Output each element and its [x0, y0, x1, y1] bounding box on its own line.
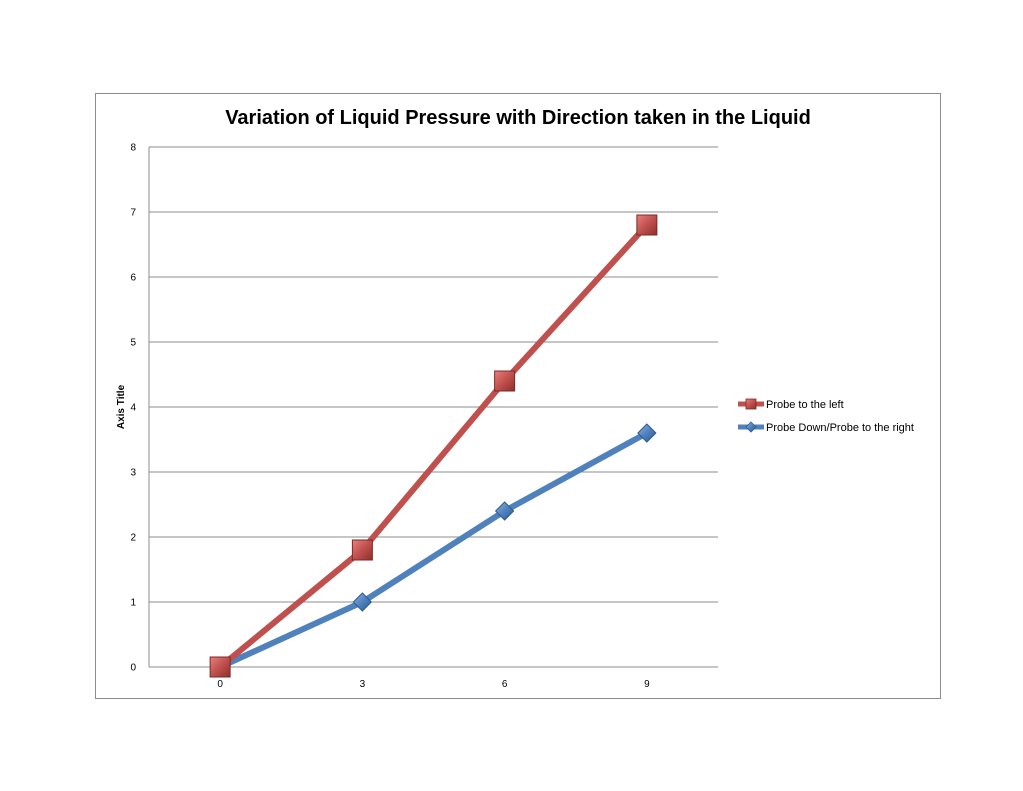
series-line-0: [217, 222, 650, 670]
data-point-0-0: [209, 656, 231, 678]
y-axis-title: Axis Title: [116, 384, 127, 429]
y-tick-label: 0: [130, 663, 136, 674]
legend: Probe to the left Probe Down/Probe to the…: [738, 398, 914, 434]
legend-marker-diamond: [745, 421, 757, 433]
y-tick-label: 8: [130, 143, 136, 154]
y-tick-labels: 0 1 2 3 4 5 6 7 8: [130, 143, 136, 674]
y-tick-label: 5: [130, 338, 136, 349]
y-tick-label: 3: [130, 468, 136, 479]
legend-marker-square: [745, 398, 757, 410]
y-tick-label: 6: [130, 273, 136, 284]
y-tick-label: 2: [130, 533, 136, 544]
series-line-1: [217, 430, 650, 670]
legend-item: Probe to the left: [738, 398, 844, 411]
data-point-0-3: [636, 214, 658, 236]
legend-label: Probe Down/Probe to the right: [766, 422, 914, 434]
y-tick-label: 7: [130, 208, 136, 219]
data-point-1-3: [637, 423, 657, 443]
series-lines: [217, 222, 650, 670]
x-tick-label: 6: [502, 679, 508, 690]
x-tick-label: 3: [360, 679, 366, 690]
x-tick-label: 0: [217, 679, 223, 690]
data-point-0-2: [494, 370, 516, 392]
chart-title: Variation of Liquid Pressure with Direct…: [225, 107, 811, 129]
legend-item: Probe Down/Probe to the right: [738, 421, 914, 434]
data-point-1-1: [352, 592, 373, 612]
series-markers: [209, 214, 658, 678]
legend-label: Probe to the left: [766, 399, 844, 411]
data-point-0-1: [351, 539, 373, 561]
y-tick-label: 1: [130, 598, 136, 609]
y-tick-label: 4: [130, 403, 136, 414]
x-tick-labels: 0 3 6 9: [217, 679, 650, 690]
chart-area: [95, 93, 941, 699]
data-point-1-2: [494, 501, 515, 521]
x-tick-label: 9: [644, 679, 650, 690]
gridlines: [149, 146, 718, 668]
